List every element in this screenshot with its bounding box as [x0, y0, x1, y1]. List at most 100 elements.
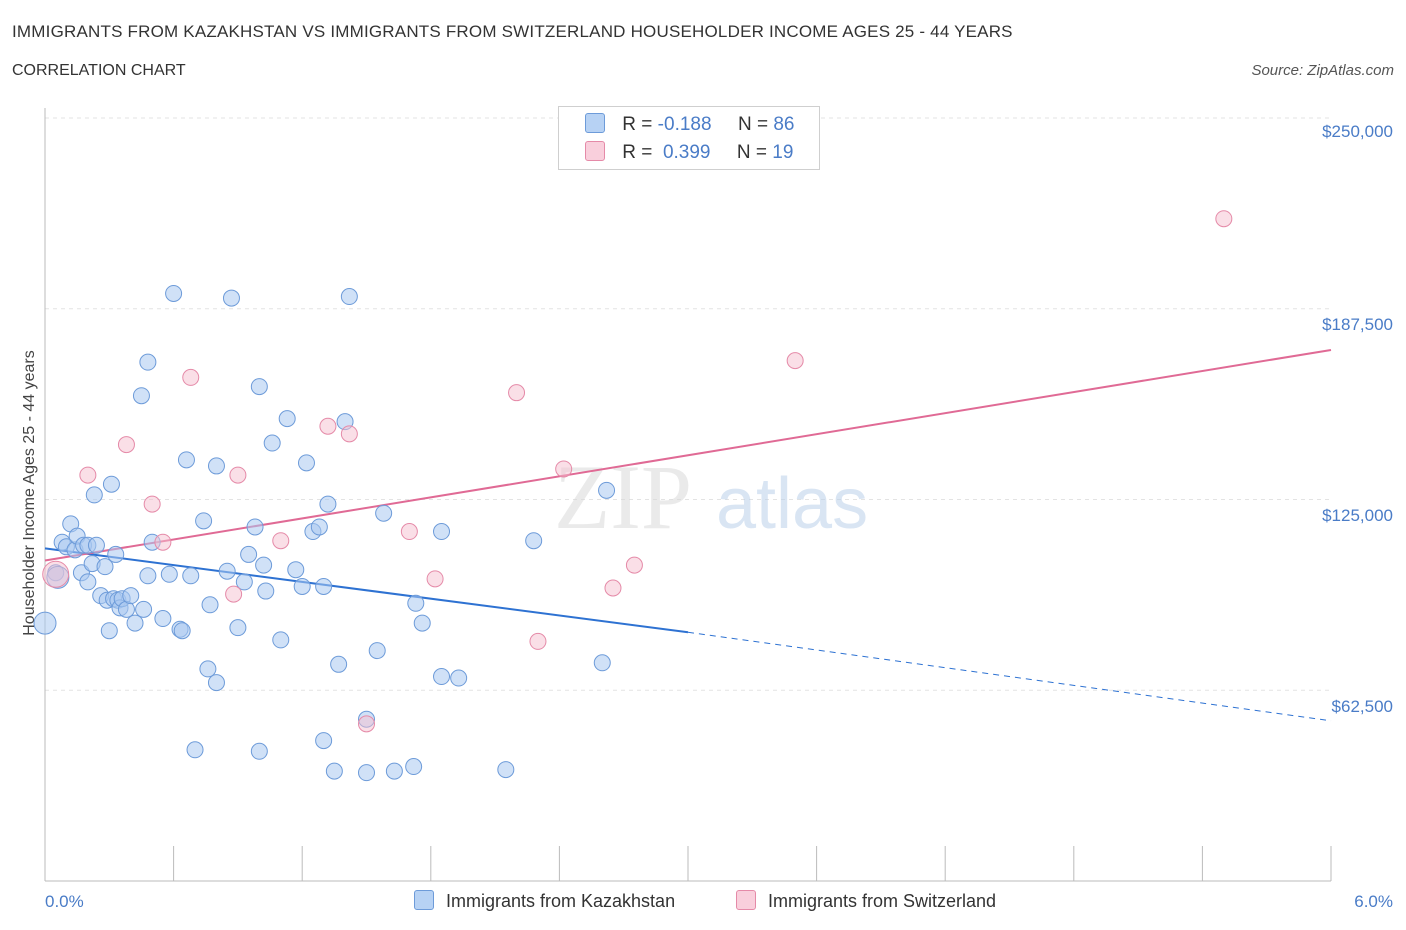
point-kazakhstan: [433, 523, 451, 541]
point-kazakhstan: [315, 577, 333, 595]
point-kazakhstan: [87, 536, 105, 554]
point-kazakhstan: [135, 600, 153, 618]
point-kazakhstan: [201, 596, 219, 614]
point-kazakhstan: [160, 565, 178, 583]
point-kazakhstan: [79, 573, 97, 591]
legend-r-label: R =: [622, 114, 653, 135]
point-kazakhstan: [287, 561, 305, 579]
point-switzerland: [117, 436, 135, 454]
legend-item-kazakhstan: Immigrants from Kazakhstan: [414, 890, 675, 912]
point-kazakhstan: [593, 654, 611, 672]
point-kazakhstan: [235, 573, 253, 591]
point-kazakhstan: [173, 622, 191, 640]
point-kazakhstan: [139, 567, 157, 585]
source-label: Source: ZipAtlas.com: [1251, 62, 1394, 79]
point-kazakhstan: [358, 764, 375, 782]
point-kazakhstan: [102, 475, 120, 493]
point-kazakhstan: [122, 587, 140, 605]
legend-swatch-pink: [585, 141, 605, 161]
point-switzerland: [182, 368, 200, 386]
point-kazakhstan: [207, 674, 225, 692]
point-kazakhstan: [272, 631, 290, 649]
legend-r-value: 0.399: [657, 142, 711, 163]
point-kazakhstan: [240, 545, 258, 563]
point-kazakhstan: [207, 457, 225, 475]
point-kazakhstan: [177, 451, 195, 469]
trend-line-kazakhstan: [44, 547, 689, 634]
legend-swatch-blue: [414, 890, 434, 910]
point-kazakhstan: [229, 619, 247, 637]
point-switzerland: [786, 352, 804, 370]
x-tick-label: 0.0%: [45, 892, 84, 911]
point-switzerland: [229, 466, 247, 484]
y-axis-label: Householder Income Ages 25 - 44 years: [21, 350, 38, 636]
point-kazakhstan: [165, 284, 183, 302]
legend-swatch-pink: [736, 890, 756, 910]
point-kazakhstan: [405, 758, 423, 776]
point-switzerland: [319, 417, 337, 435]
y-tick-label: $125,000: [1322, 506, 1393, 525]
point-kazakhstan: [222, 289, 240, 307]
point-switzerland: [340, 425, 358, 443]
legend-row-switzerland: R = 0.399 N = 19: [585, 141, 793, 165]
y-tick-label: $250,000: [1322, 122, 1393, 141]
legend-row-kazakhstan: R = -0.188 N = 86: [585, 113, 794, 137]
data-points: [33, 210, 1233, 782]
point-kazakhstan: [100, 622, 118, 640]
point-switzerland: [625, 556, 643, 574]
point-kazakhstan: [340, 288, 358, 306]
point-switzerland: [400, 523, 418, 541]
legend-n-value: 19: [772, 142, 794, 163]
point-kazakhstan: [385, 762, 403, 780]
y-tick-label: $62,500: [1331, 697, 1393, 716]
trend-line-kazakhstan-extrapolated: [687, 631, 1332, 722]
legend-n-label: N =: [736, 142, 768, 163]
point-switzerland: [143, 495, 161, 513]
watermark: ZIP atlas: [554, 446, 868, 548]
y-tick-label: $187,500: [1322, 315, 1393, 334]
watermark-zip: ZIP: [554, 446, 692, 548]
point-kazakhstan: [407, 594, 425, 612]
point-switzerland: [272, 532, 290, 550]
legend-item-switzerland: Immigrants from Switzerland: [736, 890, 996, 912]
point-kazakhstan: [126, 614, 144, 632]
point-kazakhstan: [107, 545, 125, 563]
point-switzerland: [529, 632, 547, 650]
point-kazakhstan: [257, 582, 275, 600]
legend-r-label: R =: [622, 142, 653, 163]
legend-swatch-blue: [585, 113, 605, 133]
point-kazakhstan: [310, 518, 328, 536]
point-kazakhstan: [33, 611, 57, 635]
point-kazakhstan: [139, 353, 157, 371]
point-kazakhstan: [218, 562, 236, 580]
point-kazakhstan: [315, 732, 333, 750]
point-kazakhstan: [525, 532, 543, 550]
legend-label: Immigrants from Kazakhstan: [446, 891, 676, 911]
point-switzerland: [426, 570, 444, 588]
point-kazakhstan: [330, 655, 348, 673]
point-kazakhstan: [433, 668, 451, 686]
legend-r-value: -0.188: [657, 114, 712, 135]
point-switzerland: [42, 560, 70, 588]
point-kazakhstan: [319, 495, 337, 513]
axes: [44, 108, 1332, 882]
point-kazakhstan: [199, 660, 217, 678]
point-switzerland: [79, 466, 97, 484]
correlation-legend: R = -0.188 N = 86 R = 0.399 N = 19: [558, 106, 820, 170]
point-kazakhstan: [195, 512, 213, 530]
point-switzerland: [358, 715, 375, 733]
point-switzerland: [604, 579, 622, 597]
legend-n-label: N =: [737, 114, 769, 135]
point-kazakhstan: [250, 378, 268, 396]
point-kazakhstan: [375, 504, 393, 522]
legend-label: Immigrants from Switzerland: [768, 891, 997, 911]
grid-lines: [45, 117, 1331, 691]
x-tick-label: 6.0%: [1354, 892, 1393, 911]
point-switzerland: [555, 460, 573, 478]
point-kazakhstan: [250, 742, 268, 760]
point-kazakhstan: [186, 741, 204, 759]
chart-title: IMMIGRANTS FROM KAZAKHSTAN VS IMMIGRANTS…: [12, 22, 1013, 41]
point-switzerland: [154, 533, 172, 551]
point-kazakhstan: [246, 518, 264, 536]
